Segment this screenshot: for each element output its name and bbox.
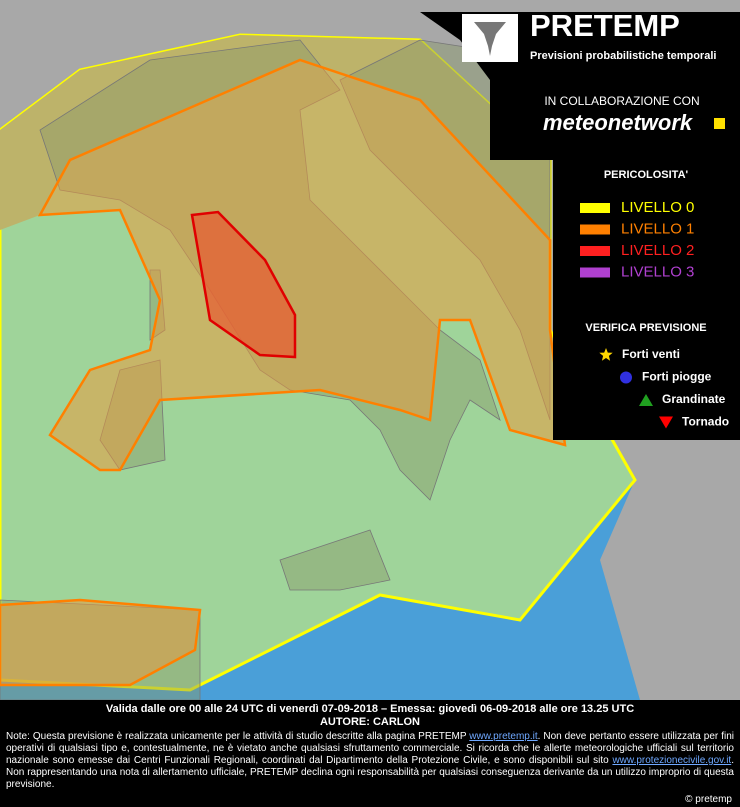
link[interactable]: www.pretemp.it bbox=[469, 731, 538, 742]
verification-label: Grandinate bbox=[662, 392, 726, 406]
note-text: . Non deve pertanto essere utilizzata pe… bbox=[6, 731, 734, 766]
level-2-zone bbox=[190, 210, 297, 359]
footer: Valida dalle ore 00 alle 24 UTC di vener… bbox=[0, 700, 740, 807]
level-label: LIVELLO 3 bbox=[621, 263, 694, 280]
level-1-zone bbox=[37, 58, 567, 472]
subtitle: Previsioni probabilistiche temporali bbox=[530, 50, 716, 62]
map: PRETEMP Previsioni probabilistiche tempo… bbox=[0, 0, 740, 700]
verification-label: Forti venti bbox=[622, 347, 680, 361]
level-label: LIVELLO 0 bbox=[621, 199, 694, 216]
level-swatch bbox=[580, 246, 610, 256]
rain-symbol bbox=[620, 371, 632, 384]
note-text: . Non rappresentando una nota di allerta… bbox=[6, 755, 734, 790]
verification-label: Forti piogge bbox=[642, 370, 712, 384]
logo-icon bbox=[474, 22, 506, 56]
level-label: LIVELLO 1 bbox=[621, 220, 694, 237]
link[interactable]: www.protezionecivile.gov.it bbox=[612, 755, 732, 766]
hail-symbol bbox=[639, 394, 653, 406]
level-0-north bbox=[0, 35, 550, 240]
copyright: © pretemp bbox=[685, 794, 732, 805]
note-text: Note: Questa previsione è realizzata uni… bbox=[6, 731, 470, 742]
partner-square bbox=[714, 118, 725, 129]
legend-title: PERICOLOSITA' bbox=[604, 169, 689, 181]
level-swatch bbox=[580, 224, 610, 235]
validity: Valida dalle ore 00 alle 24 UTC di vener… bbox=[105, 703, 635, 715]
partner: meteonetwork bbox=[543, 110, 694, 135]
title: PRETEMP bbox=[530, 8, 680, 43]
level-swatch bbox=[580, 203, 610, 213]
sicily bbox=[279, 529, 391, 591]
verification-label: Tornado bbox=[682, 415, 729, 429]
author: AUTORE: CARLON bbox=[319, 716, 420, 728]
tornado-symbol bbox=[659, 416, 673, 429]
collaboration: IN COLLABORAZIONE CON bbox=[544, 94, 699, 108]
level-swatch bbox=[580, 267, 610, 278]
land-north bbox=[0, 0, 420, 130]
level-label: LIVELLO 2 bbox=[621, 242, 694, 259]
wind-symbol bbox=[599, 348, 613, 361]
level-1-zone bbox=[0, 598, 202, 687]
note: Note: Questa previsione è realizzata uni… bbox=[6, 731, 734, 791]
verification-title: VERIFICA PREVISIONE bbox=[585, 322, 706, 334]
